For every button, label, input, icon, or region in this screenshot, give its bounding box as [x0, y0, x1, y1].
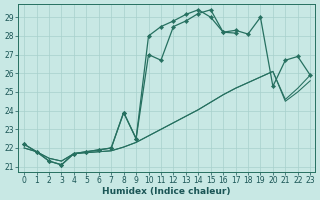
X-axis label: Humidex (Indice chaleur): Humidex (Indice chaleur): [102, 187, 231, 196]
